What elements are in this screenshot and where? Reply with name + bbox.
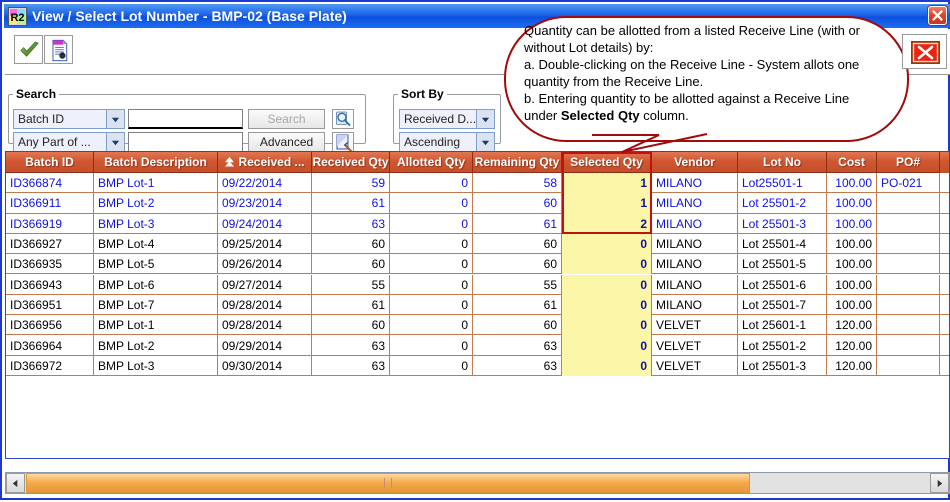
svg-text:R2: R2: [10, 12, 24, 24]
